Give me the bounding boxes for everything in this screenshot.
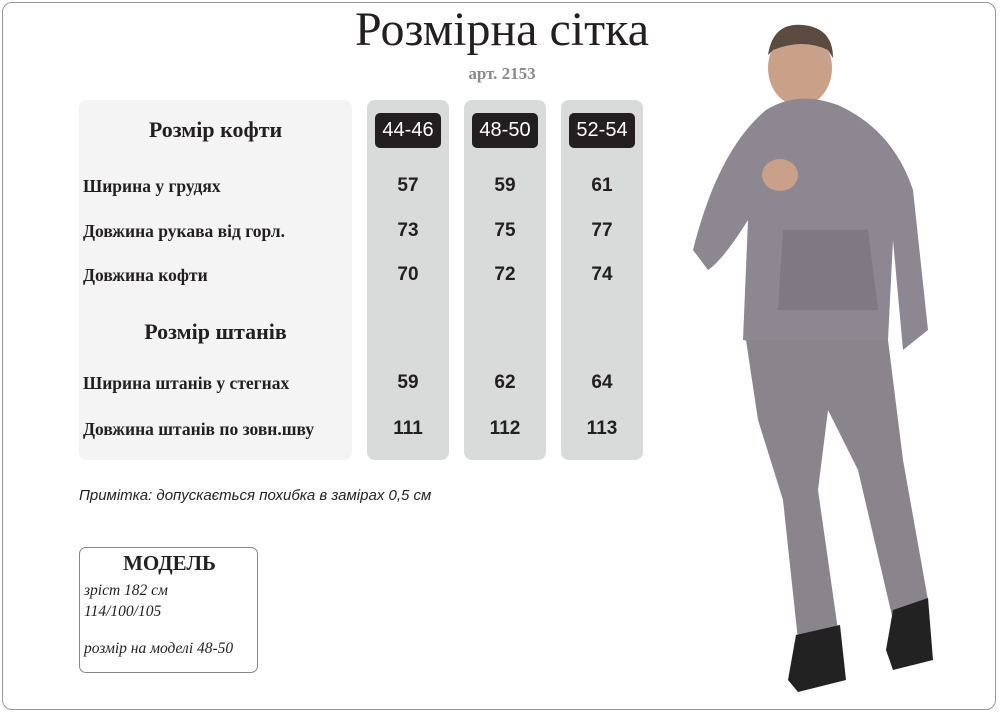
value-cell: 112: [489, 418, 521, 439]
model-photo: [693, 24, 933, 692]
model-height: зріст 182 см: [84, 582, 168, 599]
size-badge: 44-46: [375, 113, 441, 148]
value-cell: 64: [591, 372, 613, 393]
value-cell: 70: [397, 264, 419, 285]
row-label: Довжина штанів по зовн.шву: [83, 419, 315, 439]
value-cell: 72: [494, 264, 516, 285]
labels-panel: [79, 100, 352, 460]
row-label: Довжина рукава від горл.: [83, 221, 285, 241]
value-cell: 61: [591, 175, 613, 196]
top-size-header: Розмір кофти: [148, 117, 283, 142]
size-badge: 52-54: [569, 113, 635, 148]
size-column-48-50: 48-50 59 75 72 62 112: [464, 100, 546, 460]
model-info-box: МОДЕЛЬ зріст 182 см 114/100/105 розмір н…: [79, 547, 258, 673]
size-column-52-54: 52-54 61 77 74 64 113: [561, 100, 643, 460]
value-cell: 75: [494, 220, 516, 241]
value-cell: 73: [397, 220, 419, 241]
measurement-note: Примітка: допускається похибка в замірах…: [79, 487, 432, 504]
size-badge: 48-50: [472, 113, 538, 148]
article-number: арт. 2153: [468, 64, 536, 83]
value-cell: 59: [494, 175, 516, 196]
value-cell: 57: [397, 175, 419, 196]
row-label: Ширина штанів у стегнах: [83, 373, 290, 393]
value-cell: 62: [494, 372, 516, 393]
model-size-worn: розмір на моделі 48-50: [84, 640, 234, 657]
pants-size-header: Розмір штанів: [144, 319, 287, 344]
page-title: Розмірна сітка: [355, 3, 649, 56]
model-title: МОДЕЛЬ: [123, 551, 216, 575]
value-cell: 59: [397, 372, 419, 393]
value-cell: 111: [393, 418, 423, 439]
value-cell: 113: [586, 418, 618, 439]
size-column-44-46: 44-46 57 73 70 59 111: [367, 100, 449, 460]
row-label: Довжина кофти: [83, 265, 208, 285]
value-cell: 77: [591, 220, 613, 241]
row-label: Ширина у грудях: [83, 176, 221, 196]
model-measurements: 114/100/105: [84, 603, 162, 620]
value-cell: 74: [591, 264, 613, 285]
